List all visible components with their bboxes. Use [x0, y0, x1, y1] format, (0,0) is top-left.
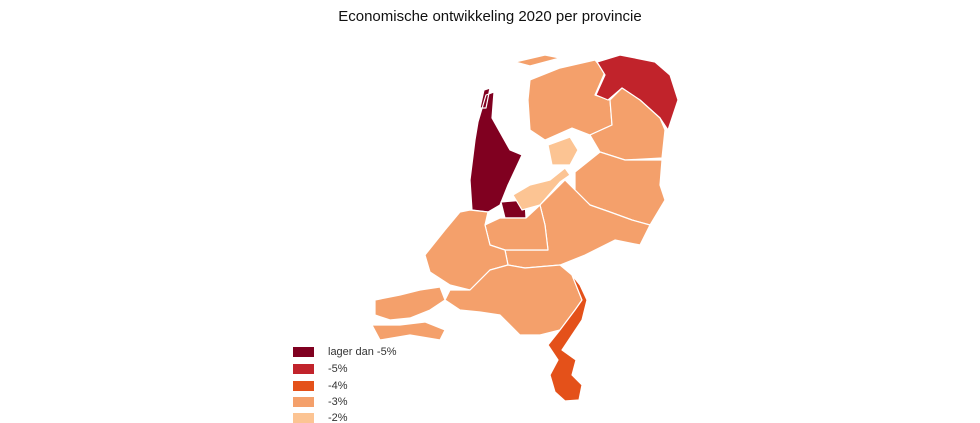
legend-swatch [293, 364, 314, 374]
province-limburg [547, 274, 588, 402]
legend-label: -5% [328, 363, 348, 375]
legend-label: lager dan -5% [328, 346, 397, 358]
province-drenthe [589, 87, 666, 161]
legend-label: -3% [328, 396, 348, 408]
legend-item: -5% [293, 363, 348, 375]
legend-label: -4% [328, 380, 348, 392]
legend-item: -4% [293, 380, 348, 392]
legend-swatch [293, 347, 314, 357]
legend-swatch [293, 413, 314, 423]
legend-item: lager dan -5% [293, 346, 397, 358]
legend-swatch [293, 397, 314, 407]
province-friesland [514, 54, 613, 141]
legend-item: -2% [293, 412, 348, 423]
province-flevoland [512, 136, 579, 211]
legend-item: -3% [293, 396, 348, 408]
province-zeeland [371, 286, 446, 341]
legend-swatch [293, 381, 314, 391]
legend-label: -2% [328, 412, 348, 423]
map-title: Economische ontwikkeling 2020 per provin… [338, 8, 642, 25]
